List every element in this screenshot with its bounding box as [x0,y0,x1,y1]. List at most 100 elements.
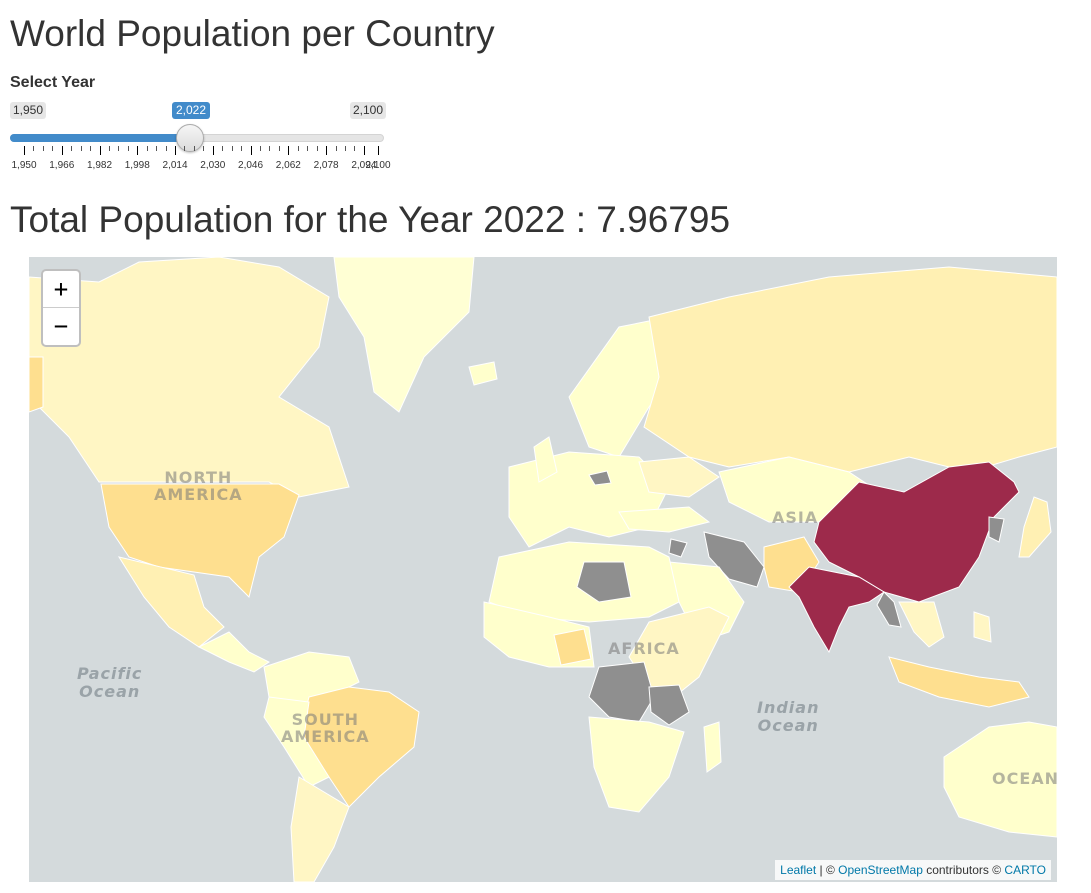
slider-major-tick [175,146,177,155]
zoom-out-button[interactable]: − [53,312,69,340]
country-madagascar [703,721,722,773]
country-turkey [618,506,711,533]
slider-tick-label: 1,966 [49,160,75,171]
slider-tick-label: 2,030 [200,160,226,171]
map-label-south-america: SOUTH AMERICA [281,710,370,746]
country-belarus [588,470,612,486]
country-mexico [117,556,225,648]
leaflet-link[interactable]: Leaflet [780,863,817,877]
slider-minor-tick [222,146,224,151]
year-slider[interactable]: 1,950 2,100 2,022 1,950 1,966 1,982 1,998 2,… [10,100,391,180]
slider-value-bubble: 2,022 [172,102,211,119]
slider-minor-tick [165,146,167,151]
country-east-africa [628,606,730,698]
country-philippines [973,611,992,643]
slider-tick-label: 1,998 [124,160,150,171]
zoom-in-button[interactable]: + [43,271,79,308]
openstreetmap-link[interactable]: OpenStreetMap [838,863,923,877]
country-iran [703,531,765,588]
slider-minor-tick [241,146,243,151]
slider-minor-tick [203,146,205,151]
country-libya [576,561,632,603]
country-india [788,566,885,654]
country-peru-bolivia [263,696,330,788]
slider-major-tick [288,146,290,155]
world-map[interactable]: NORTH AMERICA SOUTH AMERICA AFRICA ASIA … [29,257,1057,882]
country-indonesia [888,656,1030,708]
slider-major-tick [363,146,365,155]
slider-minor-tick [335,146,337,151]
country-nigeria [553,628,592,666]
slider-minor-tick [71,146,73,151]
attribution-contributors: contributors © [922,863,1005,877]
slider-tick-label: 1,982 [87,160,113,171]
carto-link[interactable]: CARTO [1004,863,1046,877]
slider-minor-tick [184,146,186,151]
country-canada [29,257,350,498]
slider-tick-label: 2,100 [365,160,391,171]
slider-major-tick [61,146,63,155]
slider-minor-tick [278,146,280,151]
map-label-indian-ocean: Indian Ocean [757,698,820,735]
slider-minor-tick [108,146,110,151]
country-greenland [333,257,475,413]
country-myanmar [876,591,902,628]
country-iceland [468,361,498,386]
slider-tick-label: 1,950 [11,160,37,171]
map-label-pacific-ocean: Pacific Ocean [77,664,143,701]
slider-tick-label: 2,014 [162,160,188,171]
slider-major-tick [99,146,101,155]
map-label-asia: ASIA [772,508,819,527]
country-southern-africa [588,716,685,813]
slider-minor-tick [118,146,120,151]
slider-track-fill [10,134,190,142]
country-japan [1018,496,1052,558]
country-ukraine [638,456,720,498]
country-russia [643,266,1057,473]
slider-tick-label: 2,078 [313,160,339,171]
country-usa [100,483,300,598]
slider-minor-tick [297,146,299,151]
slider-minor-tick [90,146,92,151]
country-north-korea [988,516,1005,543]
total-population-heading: Total Population for the Year 2022 : 7.9… [10,199,731,240]
slider-minor-tick [354,146,356,151]
country-uk [533,436,558,483]
slider-minor-tick [80,146,82,151]
slider-major-tick [378,146,379,155]
slider-tick-label: 2,094 [351,160,377,171]
map-label-africa: AFRICA [608,639,680,658]
slider-minor-tick [52,146,54,151]
slider-label: Select Year [10,74,96,91]
slider-major-tick [250,146,252,155]
country-dr-congo [588,661,655,723]
slider-major-tick [326,146,328,155]
slider-minor-tick [156,146,158,151]
attribution-separator: | © [816,863,839,877]
slider-major-tick [24,146,25,155]
map-label-oceania: OCEAN [992,769,1057,788]
map-label-north-america: NORTH AMERICA [154,468,243,504]
slider-max-label: 2,100 [349,102,386,119]
slider-minor-tick [344,146,346,151]
slider-major-tick [212,146,214,155]
slider-minor-tick [127,146,129,151]
slider-tick-label: 2,046 [238,160,264,171]
page-title: World Population per Country [10,13,495,54]
map-tiles [29,257,1057,882]
slider-minor-tick [231,146,233,151]
slider-minor-tick [146,146,148,151]
country-alaska [29,356,44,413]
country-tanzania [648,684,690,726]
slider-minor-tick [269,146,271,151]
slider-handle[interactable] [176,124,204,152]
country-australia [943,721,1057,838]
slider-minor-tick [42,146,44,151]
slider-minor-tick [33,146,35,151]
slider-major-tick [137,146,139,155]
country-central-america [197,631,270,673]
country-syria [668,538,688,558]
zoom-control: + − [41,269,81,347]
slider-minor-tick [316,146,318,151]
slider-tick-label: 2,062 [275,160,301,171]
